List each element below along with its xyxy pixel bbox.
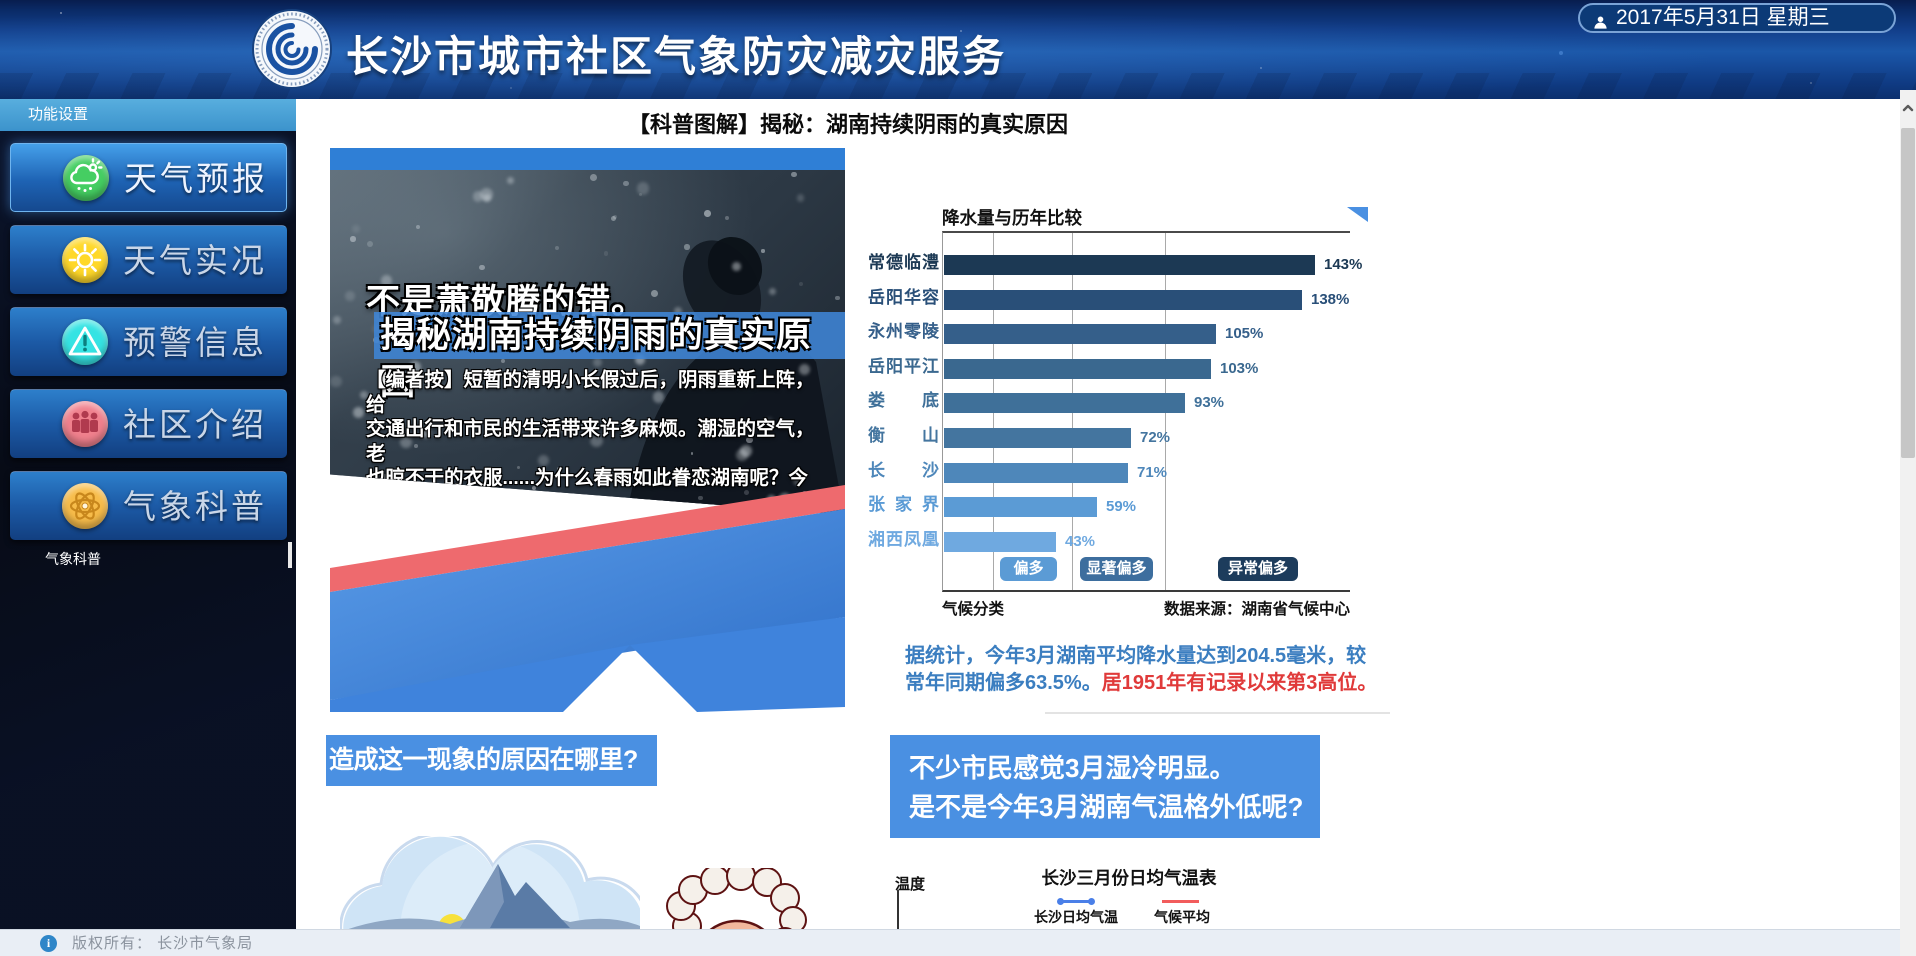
bar-value-label: 43% [1065,532,1095,552]
cma-logo-icon [252,9,332,89]
info-icon: i [40,935,57,952]
legend-pill: 异常偏多 [1218,557,1298,581]
bar [944,497,1097,517]
bar [944,532,1056,552]
people-icon [62,401,108,447]
legend-pill: 偏多 [1000,557,1057,581]
header-stars-decoration [60,12,62,14]
main-content: 【科普图解】揭秘：湖南持续阴雨的真实原因 不是萧敬腾的错。 揭秘湖南持续阴雨的真… [296,99,1900,929]
infographic-poster: 不是萧敬腾的错。 揭秘湖南持续阴雨的真实原因 【编者按】短暂的清明小长假过后，阴… [330,148,845,712]
sidebar-item-1[interactable]: 天气预报 [10,143,287,212]
app-window: 长沙市城市社区气象防灾减灾服务 2017年5月31日 星期三 功能设置 天气预报… [0,0,1916,956]
sidebar-item-3[interactable]: 预警信息 [10,307,287,376]
stats-paragraph: 据统计，今年3月湖南平均降水量达到204.5毫米，较常年同期偏多63.5%。居1… [905,643,1383,697]
bar-category-label: 娄底 [868,391,939,411]
sidebar-item-2[interactable]: 天气实况 [10,225,287,294]
poster-top-bar [330,148,845,170]
atom-icon [62,483,108,529]
bar-category-label: 长沙 [868,461,939,481]
bar [944,428,1131,448]
poster-rain-photo: 不是萧敬腾的错。 揭秘湖南持续阴雨的真实原因 【编者按】短暂的清明小长假过后，阴… [330,170,845,520]
sidebar-panel-title: 功能设置 [0,99,296,131]
sidebar-submenu-scrollbar[interactable] [288,542,292,568]
cloud-weather-icon [63,155,109,201]
legend-pill: 显著偏多 [1080,557,1153,581]
sidebar-item-label: 天气实况 [123,226,267,295]
bar [944,255,1315,275]
bar-category-label: 张家界 [868,495,939,515]
bar-category-label: 永州零陵 [868,322,939,342]
sidebar-item-label: 社区介绍 [123,390,267,459]
sidebar-menu: 天气预报天气实况预警信息社区介绍气象科普 [10,143,287,553]
bar [944,290,1302,310]
precip-data-source: 数据来源：湖南省气候中心 [1065,597,1350,619]
bar-value-label: 138% [1311,290,1349,310]
user-icon [1593,11,1608,26]
app-title: 长沙市城市社区气象防灾减灾服务 [346,23,1006,84]
warning-triangle-icon [62,319,108,365]
sidebar: 功能设置 天气预报天气实况预警信息社区介绍气象科普 气象科普 [0,99,296,929]
sidebar-item-label: 预警信息 [123,308,267,377]
bar [944,393,1185,413]
bar-category-label: 湘西凤凰 [868,530,939,550]
sidebar-item-5[interactable]: 气象科普 [10,471,287,540]
bar [944,359,1211,379]
bar [944,324,1216,344]
section-divider [1045,712,1390,714]
sidebar-submenu-item[interactable]: 气象科普 [45,549,101,569]
precip-x-axis-label: 气候分类 [942,597,1004,619]
temp-series1-label: 长沙日均气温 [1016,907,1136,927]
bar-category-label: 岳阳平江 [868,357,939,377]
copyright-text: 版权所有： 长沙市气象局 [72,930,253,956]
date-badge: 2017年5月31日 星期三 [1578,3,1896,33]
bar-value-label: 59% [1106,497,1136,517]
precip-chart-panel: 降水量与历年比较 143% 138% 105% 103% 93% 72% 71% 59% 43%… [865,205,1390,625]
temp-chart-y-axis [897,890,899,929]
sidebar-item-label: 天气预报 [124,144,268,213]
cloud-landscape-illustration [340,836,640,929]
temp-series1-marker [1061,900,1091,903]
bar-category-label: 常德临澧 [868,253,939,273]
temp-series2-marker [1162,900,1199,903]
question-box-left: 造成这一现象的原因在哪里? [326,735,657,786]
scrollbar-thumb[interactable] [1901,128,1915,458]
article-title: 【科普图解】揭秘：湖南持续阴雨的真实原因 [296,107,1400,139]
temp-chart-y-label: 温度 [895,873,925,894]
bar-value-label: 93% [1194,393,1224,413]
temp-chart-title: 长沙三月份日均气温表 [979,865,1279,890]
bar-value-label: 105% [1225,324,1263,344]
sidebar-item-4[interactable]: 社区介绍 [10,389,287,458]
bar-category-label: 岳阳华容 [868,288,939,308]
sidebar-item-label: 气象科普 [123,472,267,541]
precip-chart-title: 降水量与历年比较 [942,205,1082,230]
precip-legend: 偏多 显著偏多 异常偏多 [865,557,1390,581]
bar-category-label: 衡山 [868,426,939,446]
poster-headline-2: 揭秘湖南持续阴雨的真实原因 [374,312,845,359]
question-box-right: 不少市民感觉3月湿冷明显。 是不是今年3月湖南气温格外低呢? [890,735,1320,838]
temp-series2-label: 气候平均 [1122,907,1242,927]
poster-ribbon-decoration [330,478,845,712]
sun-icon [62,237,108,283]
corner-fold-decoration [1347,207,1368,222]
bar-value-label: 103% [1220,359,1258,379]
scrollbar-up-arrow-icon[interactable] [1900,100,1916,116]
bar [944,463,1128,483]
bar-value-label: 72% [1140,428,1170,448]
forecaster-cartoon-head [657,868,807,929]
precip-plot-area: 143% 138% 105% 103% 93% 72% 71% 59% 43% [942,231,1350,592]
bar-value-label: 143% [1324,255,1362,275]
bar-value-label: 71% [1137,463,1167,483]
date-text: 2017年5月31日 星期三 [1616,6,1830,29]
page-scrollbar[interactable] [1900,90,1916,956]
footer: i 版权所有： 长沙市气象局 [0,929,1900,956]
stats-text-red: 居1951年有记录以来第3高位。 [1102,672,1378,694]
header: 长沙市城市社区气象防灾减灾服务 2017年5月31日 星期三 [0,0,1916,99]
